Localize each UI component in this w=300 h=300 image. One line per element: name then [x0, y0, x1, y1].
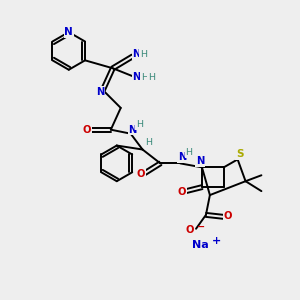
- Text: O: O: [185, 225, 194, 235]
- Text: O: O: [136, 169, 145, 179]
- Text: H: H: [186, 148, 193, 157]
- Text: H: H: [148, 73, 155, 82]
- Text: N: N: [128, 125, 137, 135]
- Text: N: N: [196, 156, 204, 167]
- Text: Na: Na: [192, 240, 208, 250]
- Text: S: S: [236, 149, 243, 160]
- Text: N: N: [132, 72, 141, 82]
- Text: +: +: [212, 236, 221, 246]
- Text: −: −: [197, 222, 205, 232]
- Text: O: O: [178, 187, 186, 197]
- Text: H: H: [145, 138, 152, 147]
- Text: N: N: [132, 50, 141, 59]
- Text: H: H: [141, 73, 148, 82]
- Text: N: N: [64, 27, 73, 37]
- Text: H: H: [136, 120, 143, 129]
- Text: O: O: [83, 125, 91, 135]
- Text: N: N: [96, 87, 104, 97]
- Text: H: H: [140, 50, 147, 59]
- Text: N: N: [178, 152, 186, 162]
- Text: O: O: [224, 211, 232, 221]
